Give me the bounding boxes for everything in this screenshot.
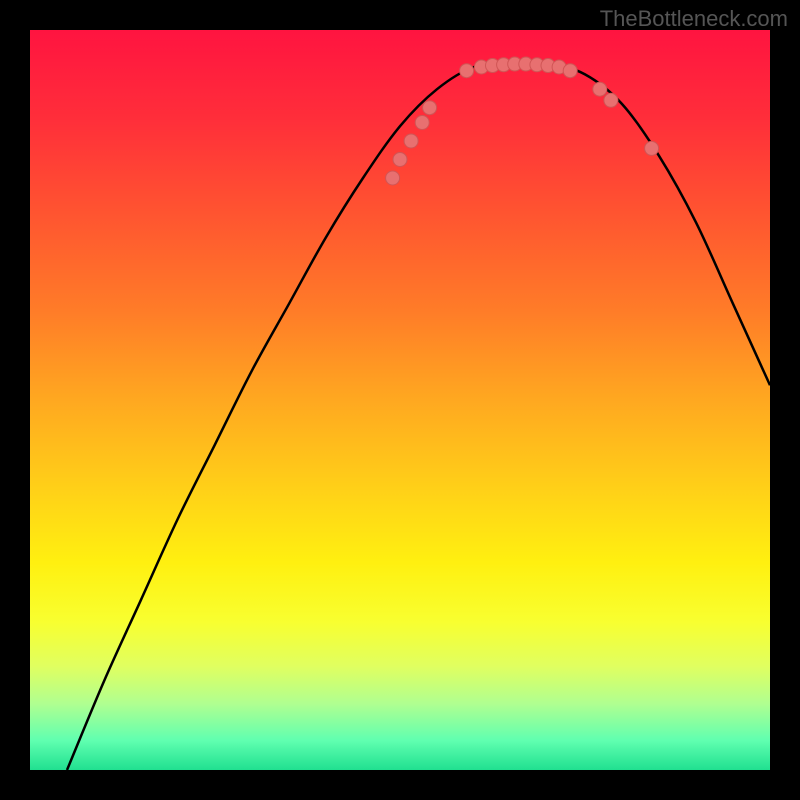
data-marker [415,116,429,130]
data-marker [593,82,607,96]
watermark-text: TheBottleneck.com [600,6,788,32]
data-markers [386,57,659,185]
chart-container: TheBottleneck.com [0,0,800,800]
data-marker [404,134,418,148]
data-marker [645,141,659,155]
data-marker [460,64,474,78]
data-marker [386,171,400,185]
data-marker [604,93,618,107]
data-marker [393,153,407,167]
data-marker [563,64,577,78]
curve-layer [30,30,770,770]
bottleneck-curve [67,62,770,770]
chart-area [30,30,770,770]
data-marker [423,101,437,115]
